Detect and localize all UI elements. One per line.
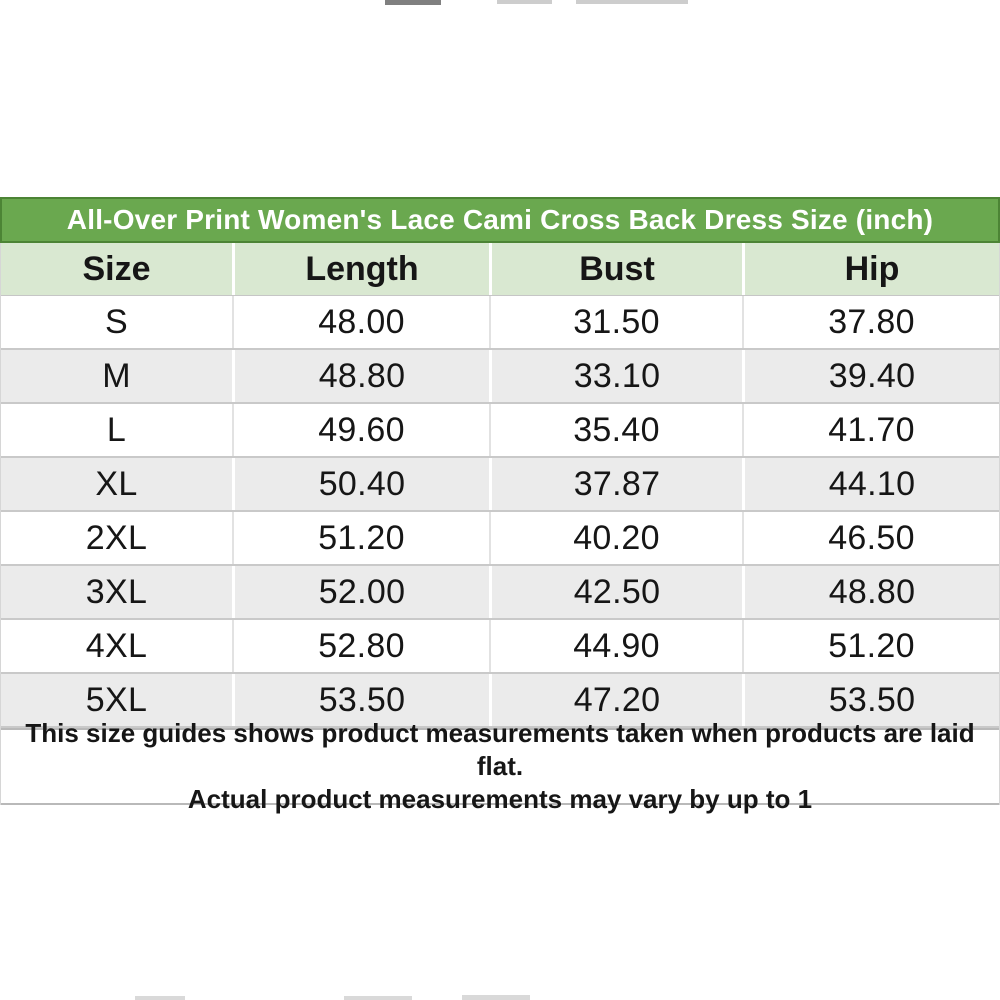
size-cell: 3XL — [85, 572, 148, 611]
table-grid-body: Size Length Bust Hip S 48.00 31.50 37.80… — [0, 243, 1000, 814]
table-row: 5XL 53.50 47.20 53.50 — [1, 674, 999, 728]
length-cell: 51.20 — [232, 512, 489, 564]
size-cell: 5XL — [85, 680, 148, 719]
column-header-size: Size — [82, 249, 151, 288]
hip-cell: 37.80 — [742, 296, 999, 348]
hip-cell: 53.50 — [742, 674, 999, 726]
length-cell: 48.00 — [232, 296, 489, 348]
cropped-content-artifact — [497, 0, 552, 4]
disclaimer-line-1: This size guides shows product measureme… — [25, 718, 975, 781]
bust-cell: 47.20 — [489, 674, 742, 726]
hip-cell: 44.10 — [742, 458, 999, 510]
bust-cell: 40.20 — [489, 512, 742, 564]
length-cell: 48.80 — [232, 350, 489, 402]
column-header-bust: Bust — [489, 243, 742, 295]
table-row: XL 50.40 37.87 44.10 — [1, 458, 999, 512]
bust-cell: 33.10 — [489, 350, 742, 402]
length-cell: 49.60 — [232, 404, 489, 456]
column-header-length: Length — [232, 243, 489, 295]
length-cell: 53.50 — [232, 674, 489, 726]
length-cell: 50.40 — [232, 458, 489, 510]
size-cell: S — [105, 302, 128, 341]
size-cell: XL — [95, 464, 138, 503]
cropped-content-artifact — [462, 995, 530, 1000]
table-title: All-Over Print Women's Lace Cami Cross B… — [66, 204, 934, 235]
cropped-content-artifact — [576, 0, 688, 4]
table-row: L 49.60 35.40 41.70 — [1, 404, 999, 458]
size-cell: 4XL — [85, 626, 148, 665]
measurement-disclaimer: This size guides shows product measureme… — [1, 718, 999, 814]
size-chart-table: All-Over Print Women's Lace Cami Cross B… — [0, 197, 1000, 814]
hip-cell: 48.80 — [742, 566, 999, 618]
bust-cell: 31.50 — [489, 296, 742, 348]
table-row: M 48.80 33.10 39.40 — [1, 350, 999, 404]
length-cell: 52.00 — [232, 566, 489, 618]
bust-cell: 42.50 — [489, 566, 742, 618]
hip-cell: 39.40 — [742, 350, 999, 402]
bust-cell: 35.40 — [489, 404, 742, 456]
disclaimer-line-2: Actual product measurements may vary by … — [187, 784, 813, 814]
table-title-bar: All-Over Print Women's Lace Cami Cross B… — [0, 197, 1000, 243]
size-cell: 2XL — [85, 518, 148, 557]
length-cell: 52.80 — [232, 620, 489, 672]
bust-cell: 44.90 — [489, 620, 742, 672]
bust-cell: 37.87 — [489, 458, 742, 510]
table-row: 4XL 52.80 44.90 51.20 — [1, 620, 999, 674]
cropped-content-artifact — [344, 996, 412, 1000]
hip-cell: 46.50 — [742, 512, 999, 564]
column-header-hip: Hip — [742, 243, 999, 295]
cropped-content-artifact — [385, 0, 441, 5]
cropped-content-artifact — [135, 996, 185, 1000]
size-cell: M — [102, 356, 131, 395]
table-row: 2XL 51.20 40.20 46.50 — [1, 512, 999, 566]
table-header-row: Size Length Bust Hip — [1, 243, 999, 296]
hip-cell: 51.20 — [742, 620, 999, 672]
table-row: S 48.00 31.50 37.80 — [1, 296, 999, 350]
size-cell: L — [106, 410, 127, 449]
table-row: 3XL 52.00 42.50 48.80 — [1, 566, 999, 620]
hip-cell: 41.70 — [742, 404, 999, 456]
